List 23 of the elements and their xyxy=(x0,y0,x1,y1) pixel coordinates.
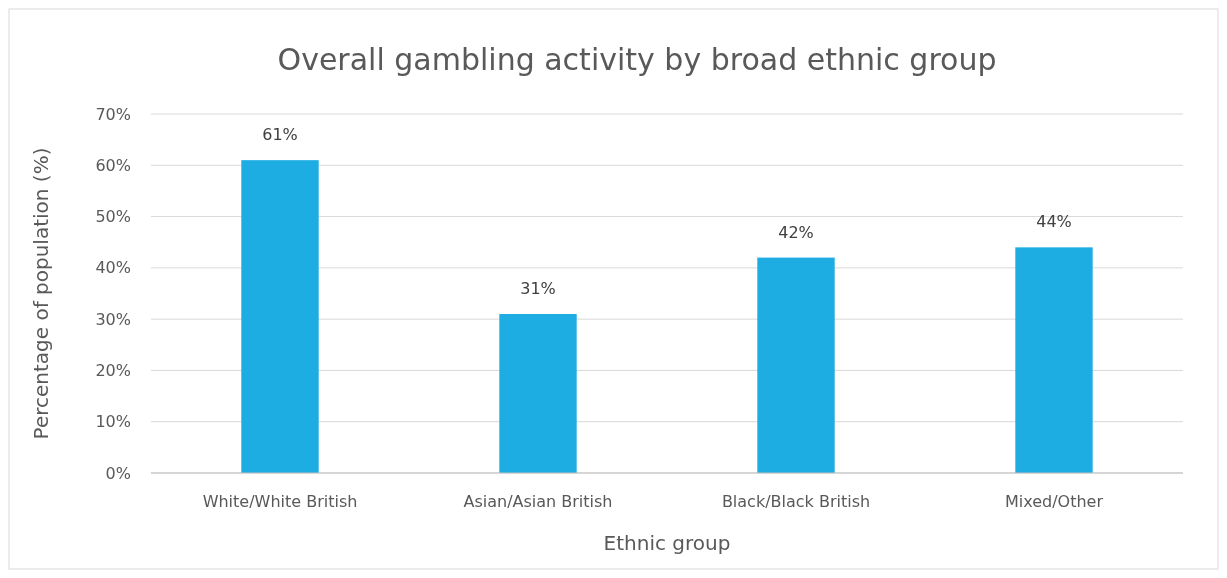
y-tick-label: 30% xyxy=(95,309,131,329)
y-tick-label: 40% xyxy=(95,258,131,278)
bar xyxy=(499,314,577,473)
y-axis-title: Percentage of population (%) xyxy=(29,147,53,440)
x-tick-label: Asian/Asian British xyxy=(463,492,613,511)
bar xyxy=(241,160,319,473)
y-tick-label: 70% xyxy=(95,104,131,124)
x-tick-label: Mixed/Other xyxy=(1004,492,1104,511)
data-label: 61% xyxy=(262,125,298,145)
data-label: 42% xyxy=(778,222,814,242)
y-tick-label: 60% xyxy=(95,155,131,175)
chart-title: Overall gambling activity by broad ethnic group xyxy=(277,42,997,77)
x-tick-label: White/White British xyxy=(202,492,358,511)
data-label: 44% xyxy=(1036,212,1072,232)
bar xyxy=(1015,247,1093,473)
y-tick-label: 20% xyxy=(95,361,131,381)
bar xyxy=(757,257,835,473)
y-tick-label: 0% xyxy=(105,463,131,483)
data-label: 31% xyxy=(520,279,556,299)
y-tick-label: 10% xyxy=(95,412,131,432)
y-tick-label: 50% xyxy=(95,207,131,227)
x-axis-title: Ethnic group xyxy=(603,531,731,555)
x-tick-label: Black/Black British xyxy=(721,492,871,511)
